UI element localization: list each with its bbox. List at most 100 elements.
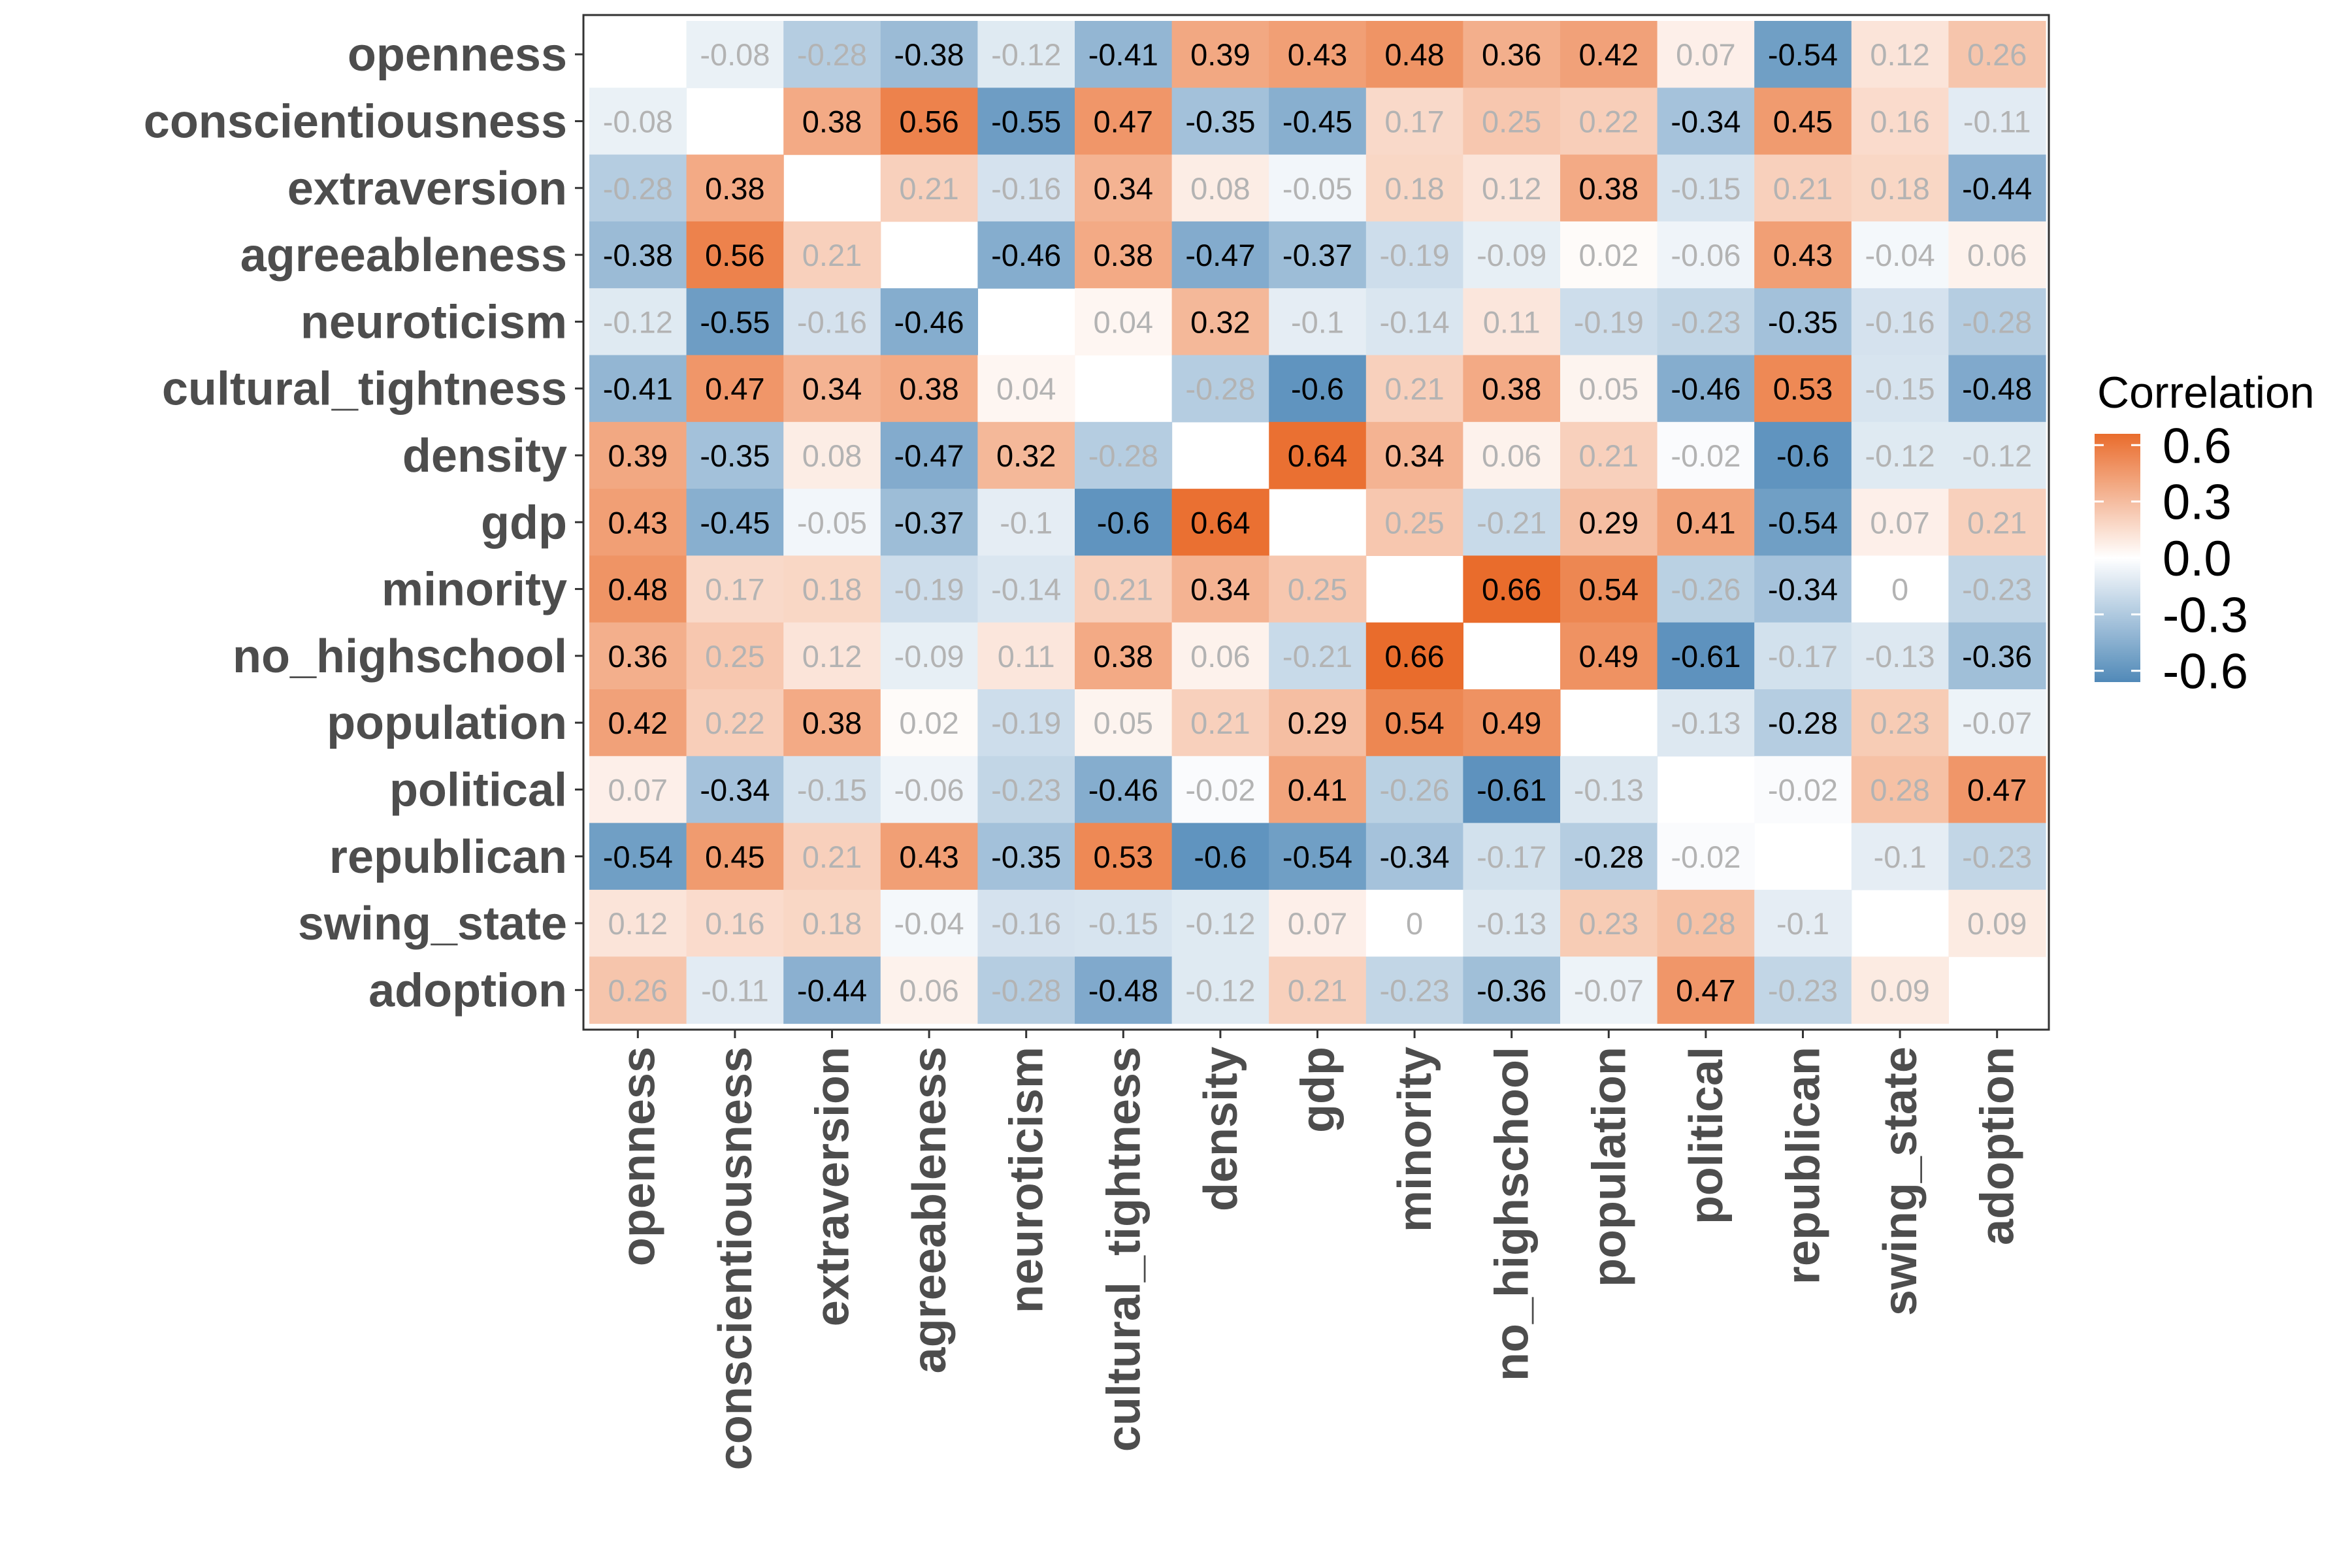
- cell-label-population-openness: 0.42: [608, 706, 668, 740]
- cell-label-minority-population: 0.54: [1579, 572, 1639, 607]
- heatmap-cell-cultural_tightness-no_highschool: [1463, 355, 1561, 423]
- cell-label-gdp-cultural_tightness: -0.6: [1097, 505, 1150, 540]
- cell-label-cultural_tightness-swing_state: -0.15: [1865, 372, 1935, 406]
- cell-label-conscientiousness-no_highschool: 0.25: [1482, 104, 1541, 139]
- cell-label-cultural_tightness-gdp: -0.6: [1291, 372, 1344, 406]
- cell-label-no_highschool-openness: 0.36: [608, 639, 668, 674]
- legend-tick-label: -0.6: [2163, 644, 2248, 700]
- cell-label-political-agreeableness: -0.06: [894, 772, 964, 807]
- x-tick-label-openness: openness: [612, 1047, 664, 1266]
- heatmap-cell-minority-adoption: [1948, 555, 2046, 623]
- cell-label-no_highschool-political: -0.61: [1671, 639, 1740, 674]
- y-tick-label-density: density: [402, 430, 567, 482]
- cell-label-openness-conscientiousness: -0.08: [700, 37, 770, 72]
- heatmap-cell-density-conscientiousness: [686, 421, 784, 489]
- cell-label-neuroticism-cultural_tightness: 0.04: [1094, 304, 1153, 339]
- y-tick-label-agreeableness: agreeableness: [240, 229, 567, 282]
- heatmap-cell-agreeableness-political: [1657, 221, 1755, 289]
- cell-label-cultural_tightness-agreeableness: 0.38: [899, 372, 958, 406]
- heatmap-cell-density-political: [1657, 421, 1755, 489]
- cell-label-republican-gdp: -0.54: [1282, 840, 1352, 874]
- cell-label-conscientiousness-minority: 0.17: [1384, 104, 1444, 139]
- heatmap-cell-no_highschool-republican: [1754, 622, 1852, 690]
- x-tick-label-adoption: adoption: [1972, 1047, 2024, 1245]
- cell-label-agreeableness-neuroticism: -0.46: [991, 238, 1061, 272]
- heatmap-cell-swing_state-density: [1171, 889, 1269, 957]
- heatmap-cell-minority-openness: [589, 555, 687, 623]
- cell-label-cultural_tightness-extraversion: 0.34: [802, 372, 862, 406]
- y-tick-label-extraversion: extraversion: [287, 163, 567, 215]
- cell-label-density-republican: -0.6: [1776, 438, 1829, 473]
- cell-label-adoption-density: -0.12: [1185, 973, 1255, 1007]
- heatmap-cell-openness-minority: [1365, 21, 1463, 88]
- heatmap-cell-neuroticism-adoption: [1948, 288, 2046, 356]
- heatmap-cell-minority-no_highschool: [1463, 555, 1561, 623]
- heatmap-cell-conscientiousness-density: [1171, 88, 1269, 155]
- heatmap-cell-cultural_tightness-gdp: [1269, 355, 1367, 423]
- heatmap-cell-no_highschool-minority: [1365, 622, 1463, 690]
- heatmap-cell-extraversion-cultural_tightness: [1075, 154, 1173, 222]
- heatmap-cell-conscientiousness-neuroticism: [977, 88, 1075, 155]
- cell-label-minority-no_highschool: 0.66: [1482, 572, 1541, 607]
- cell-label-conscientiousness-extraversion: 0.38: [802, 104, 862, 139]
- cell-label-political-republican: -0.02: [1768, 772, 1838, 807]
- heatmap-cell-no_highschool-population: [1560, 622, 1658, 690]
- heatmap-cell-gdp-adoption: [1948, 489, 2046, 556]
- cell-label-cultural_tightness-no_highschool: 0.38: [1482, 372, 1541, 406]
- cell-label-political-minority: -0.26: [1380, 772, 1450, 807]
- cell-label-agreeableness-population: 0.02: [1579, 238, 1639, 272]
- heatmap-cells: [583, 15, 2049, 1030]
- heatmap-cell-cultural_tightness-agreeableness: [880, 355, 978, 423]
- heatmap-cell-agreeableness-extraversion: [783, 221, 881, 289]
- cell-label-conscientiousness-swing_state: 0.16: [1870, 104, 1929, 139]
- heatmap-cell-neuroticism-extraversion: [783, 288, 881, 356]
- cell-label-agreeableness-openness: -0.38: [603, 238, 673, 272]
- heatmap-cell-neuroticism-density: [1171, 288, 1269, 356]
- cell-label-adoption-political: 0.47: [1676, 973, 1735, 1007]
- heatmap-cell-swing_state-population: [1560, 889, 1658, 957]
- legend-tick-label: 0.3: [2163, 475, 2232, 531]
- cell-label-openness-political: 0.07: [1676, 37, 1735, 72]
- heatmap-cell-no_highschool-political: [1657, 622, 1755, 690]
- heatmap-cell-neuroticism-conscientiousness: [686, 288, 784, 356]
- heatmap-cell-republican-adoption: [1948, 823, 2046, 890]
- cell-label-minority-gdp: 0.25: [1288, 572, 1347, 607]
- cell-label-adoption-gdp: 0.21: [1288, 973, 1347, 1007]
- cell-label-adoption-population: -0.07: [1574, 973, 1644, 1007]
- y-axis: openness conscientiousness extraversion agr…: [144, 29, 583, 1017]
- y-tick-label-openness: openness: [348, 29, 567, 81]
- heatmap-cell-gdp-minority: [1365, 489, 1463, 556]
- x-tick-label-political: political: [1680, 1047, 1733, 1224]
- heatmap-cell-minority-political: [1657, 555, 1755, 623]
- heatmap-cell-minority-extraversion: [783, 555, 881, 623]
- cell-label-density-conscientiousness: -0.35: [700, 438, 770, 473]
- y-tick-label-adoption: adoption: [368, 964, 567, 1017]
- heatmap-cell-political-extraversion: [783, 756, 881, 824]
- cell-label-neuroticism-gdp: -0.1: [1291, 304, 1344, 339]
- heatmap-cell-swing_state-openness: [589, 889, 687, 957]
- heatmap-cell-density-agreeableness: [880, 421, 978, 489]
- heatmap-cell-minority-republican: [1754, 555, 1852, 623]
- cell-label-gdp-conscientiousness: -0.45: [700, 505, 770, 540]
- cell-label-extraversion-no_highschool: 0.12: [1482, 171, 1541, 206]
- cell-label-swing_state-openness: 0.12: [608, 906, 668, 941]
- heatmap-cell-extraversion-swing_state: [1851, 154, 1949, 222]
- cell-label-gdp-neuroticism: -0.1: [1000, 505, 1053, 540]
- heatmap-cell-extraversion-density: [1171, 154, 1269, 222]
- cell-label-conscientiousness-republican: 0.45: [1773, 104, 1833, 139]
- legend-title: Correlation: [2097, 368, 2315, 417]
- cell-label-adoption-extraversion: -0.44: [797, 973, 867, 1007]
- y-tick-label-conscientiousness: conscientiousness: [144, 95, 567, 148]
- cell-label-agreeableness-swing_state: -0.04: [1865, 238, 1935, 272]
- cell-label-cultural_tightness-republican: 0.53: [1773, 372, 1833, 406]
- heatmap-cell-gdp-openness: [589, 489, 687, 556]
- cell-label-no_highschool-minority: 0.66: [1384, 639, 1444, 674]
- cell-label-openness-neuroticism: -0.12: [991, 37, 1061, 72]
- y-tick-label-political: political: [389, 764, 567, 816]
- heatmap-cell-republican-density: [1171, 823, 1269, 890]
- heatmap-cell-republican-agreeableness: [880, 823, 978, 890]
- cell-label-swing_state-neuroticism: -0.16: [991, 906, 1061, 941]
- x-tick-label-conscientiousness: conscientiousness: [710, 1047, 762, 1470]
- heatmap-cell-gdp-density: [1171, 489, 1269, 556]
- heatmap-cell-conscientiousness-political: [1657, 88, 1755, 155]
